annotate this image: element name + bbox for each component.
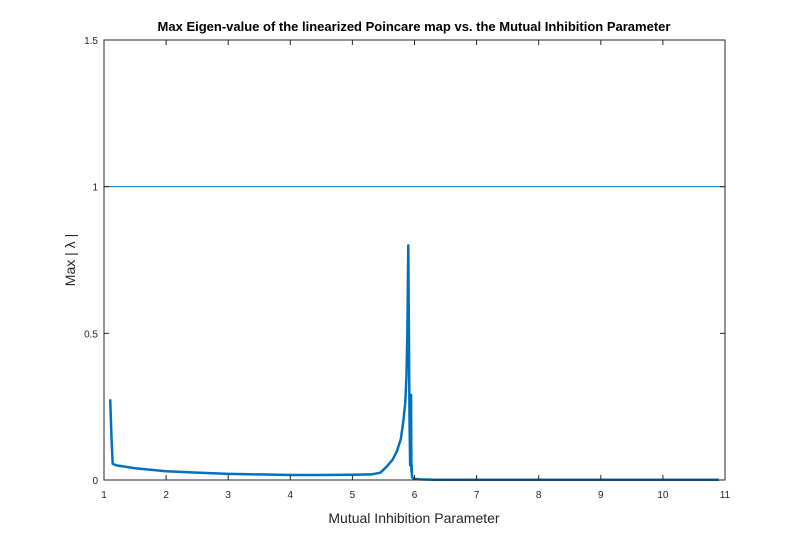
x-tick-label: 9 xyxy=(598,490,604,501)
plot-area xyxy=(104,40,725,480)
x-tick-label: 4 xyxy=(288,490,294,501)
x-tick-label: 1 xyxy=(101,490,107,501)
y-axis-label: Max | λ | xyxy=(62,234,78,286)
y-tick-label: 1.5 xyxy=(84,36,98,47)
x-tick-label: 8 xyxy=(536,490,542,501)
series-line-max-eigenvalue xyxy=(108,244,719,481)
axes-box xyxy=(103,39,726,481)
series-layer xyxy=(104,186,725,481)
chart-title: Max Eigen-value of the linearized Poinca… xyxy=(158,19,671,34)
x-tick-label: 3 xyxy=(225,490,231,501)
y-tick-label: 1 xyxy=(92,183,98,194)
x-tick-label: 6 xyxy=(412,490,418,501)
y-tick-label: 0 xyxy=(92,476,98,487)
x-tick-label: 5 xyxy=(350,490,356,501)
x-tick-label: 10 xyxy=(657,490,669,501)
y-tick-label: 0.5 xyxy=(84,329,98,340)
x-tick-label: 7 xyxy=(474,490,480,501)
x-tick-label: 2 xyxy=(163,490,169,501)
x-axis-label: Mutual Inhibition Parameter xyxy=(328,510,500,526)
x-tick-label: 11 xyxy=(720,490,731,501)
